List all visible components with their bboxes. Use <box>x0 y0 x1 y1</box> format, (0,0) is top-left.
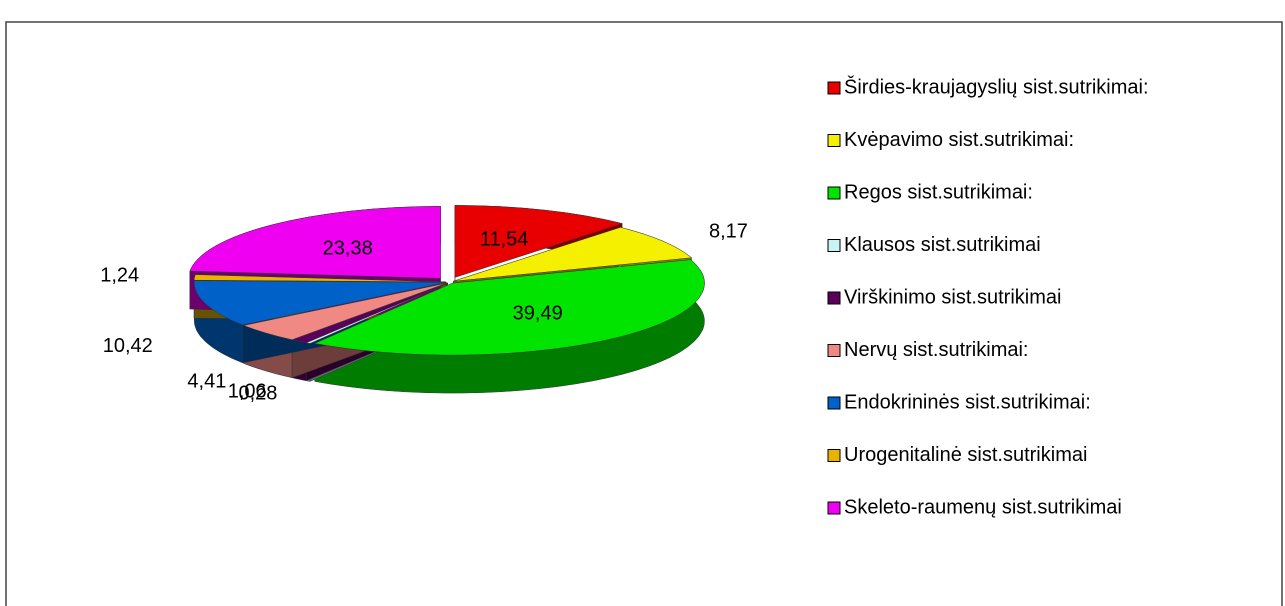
legend-swatch <box>827 396 841 410</box>
legend-label: Urogenitalinė sist.sutrikimai <box>844 444 1087 466</box>
legend-swatch <box>827 344 841 357</box>
pie-slice <box>291 282 448 343</box>
pie-slice <box>313 259 705 356</box>
legend-label: Regos sist.sutrikimai: <box>844 181 1033 203</box>
data-label: 39,49 <box>513 303 563 325</box>
data-label: 0,28 <box>239 383 278 405</box>
legend-label: Nervų sist.sutrikimai: <box>844 339 1028 361</box>
data-label: 11,54 <box>480 229 529 251</box>
chart-frame <box>5 21 1283 606</box>
pie-slice <box>193 274 447 283</box>
legend-swatch <box>827 81 841 95</box>
legend-label: Širdies-kraujagyslių sist.sutrikimai: <box>844 75 1149 98</box>
data-label: 23,38 <box>323 237 373 259</box>
pie-slice <box>194 280 447 326</box>
legend-swatch <box>827 449 841 462</box>
legend-label: Kvėpavimo sist.sutrikimai: <box>844 129 1074 151</box>
data-label: 4,41 <box>187 370 226 392</box>
legend-swatch <box>827 134 841 147</box>
legend-swatch <box>827 501 841 515</box>
pie-slice <box>189 206 441 279</box>
data-label: 1,24 <box>100 265 139 287</box>
data-label: 10,42 <box>103 335 153 357</box>
legend-swatch <box>827 186 841 200</box>
legend-swatch <box>827 239 841 252</box>
legend-swatch <box>827 291 841 305</box>
legend-label: Skeleto-raumenų sist.sutrikimai <box>844 496 1122 518</box>
data-label: 1,06 <box>228 380 267 402</box>
pie-slice <box>453 227 693 282</box>
data-label: 8,17 <box>709 221 748 243</box>
legend-label: Klausos sist.sutrikimai <box>844 234 1041 256</box>
legend-label: Virškinimo sist.sutrikimai <box>844 286 1061 308</box>
legend-label: Endokrininės sist.sutrikimai: <box>844 391 1091 413</box>
pie-slice <box>454 205 624 278</box>
pie-slice <box>242 282 448 340</box>
